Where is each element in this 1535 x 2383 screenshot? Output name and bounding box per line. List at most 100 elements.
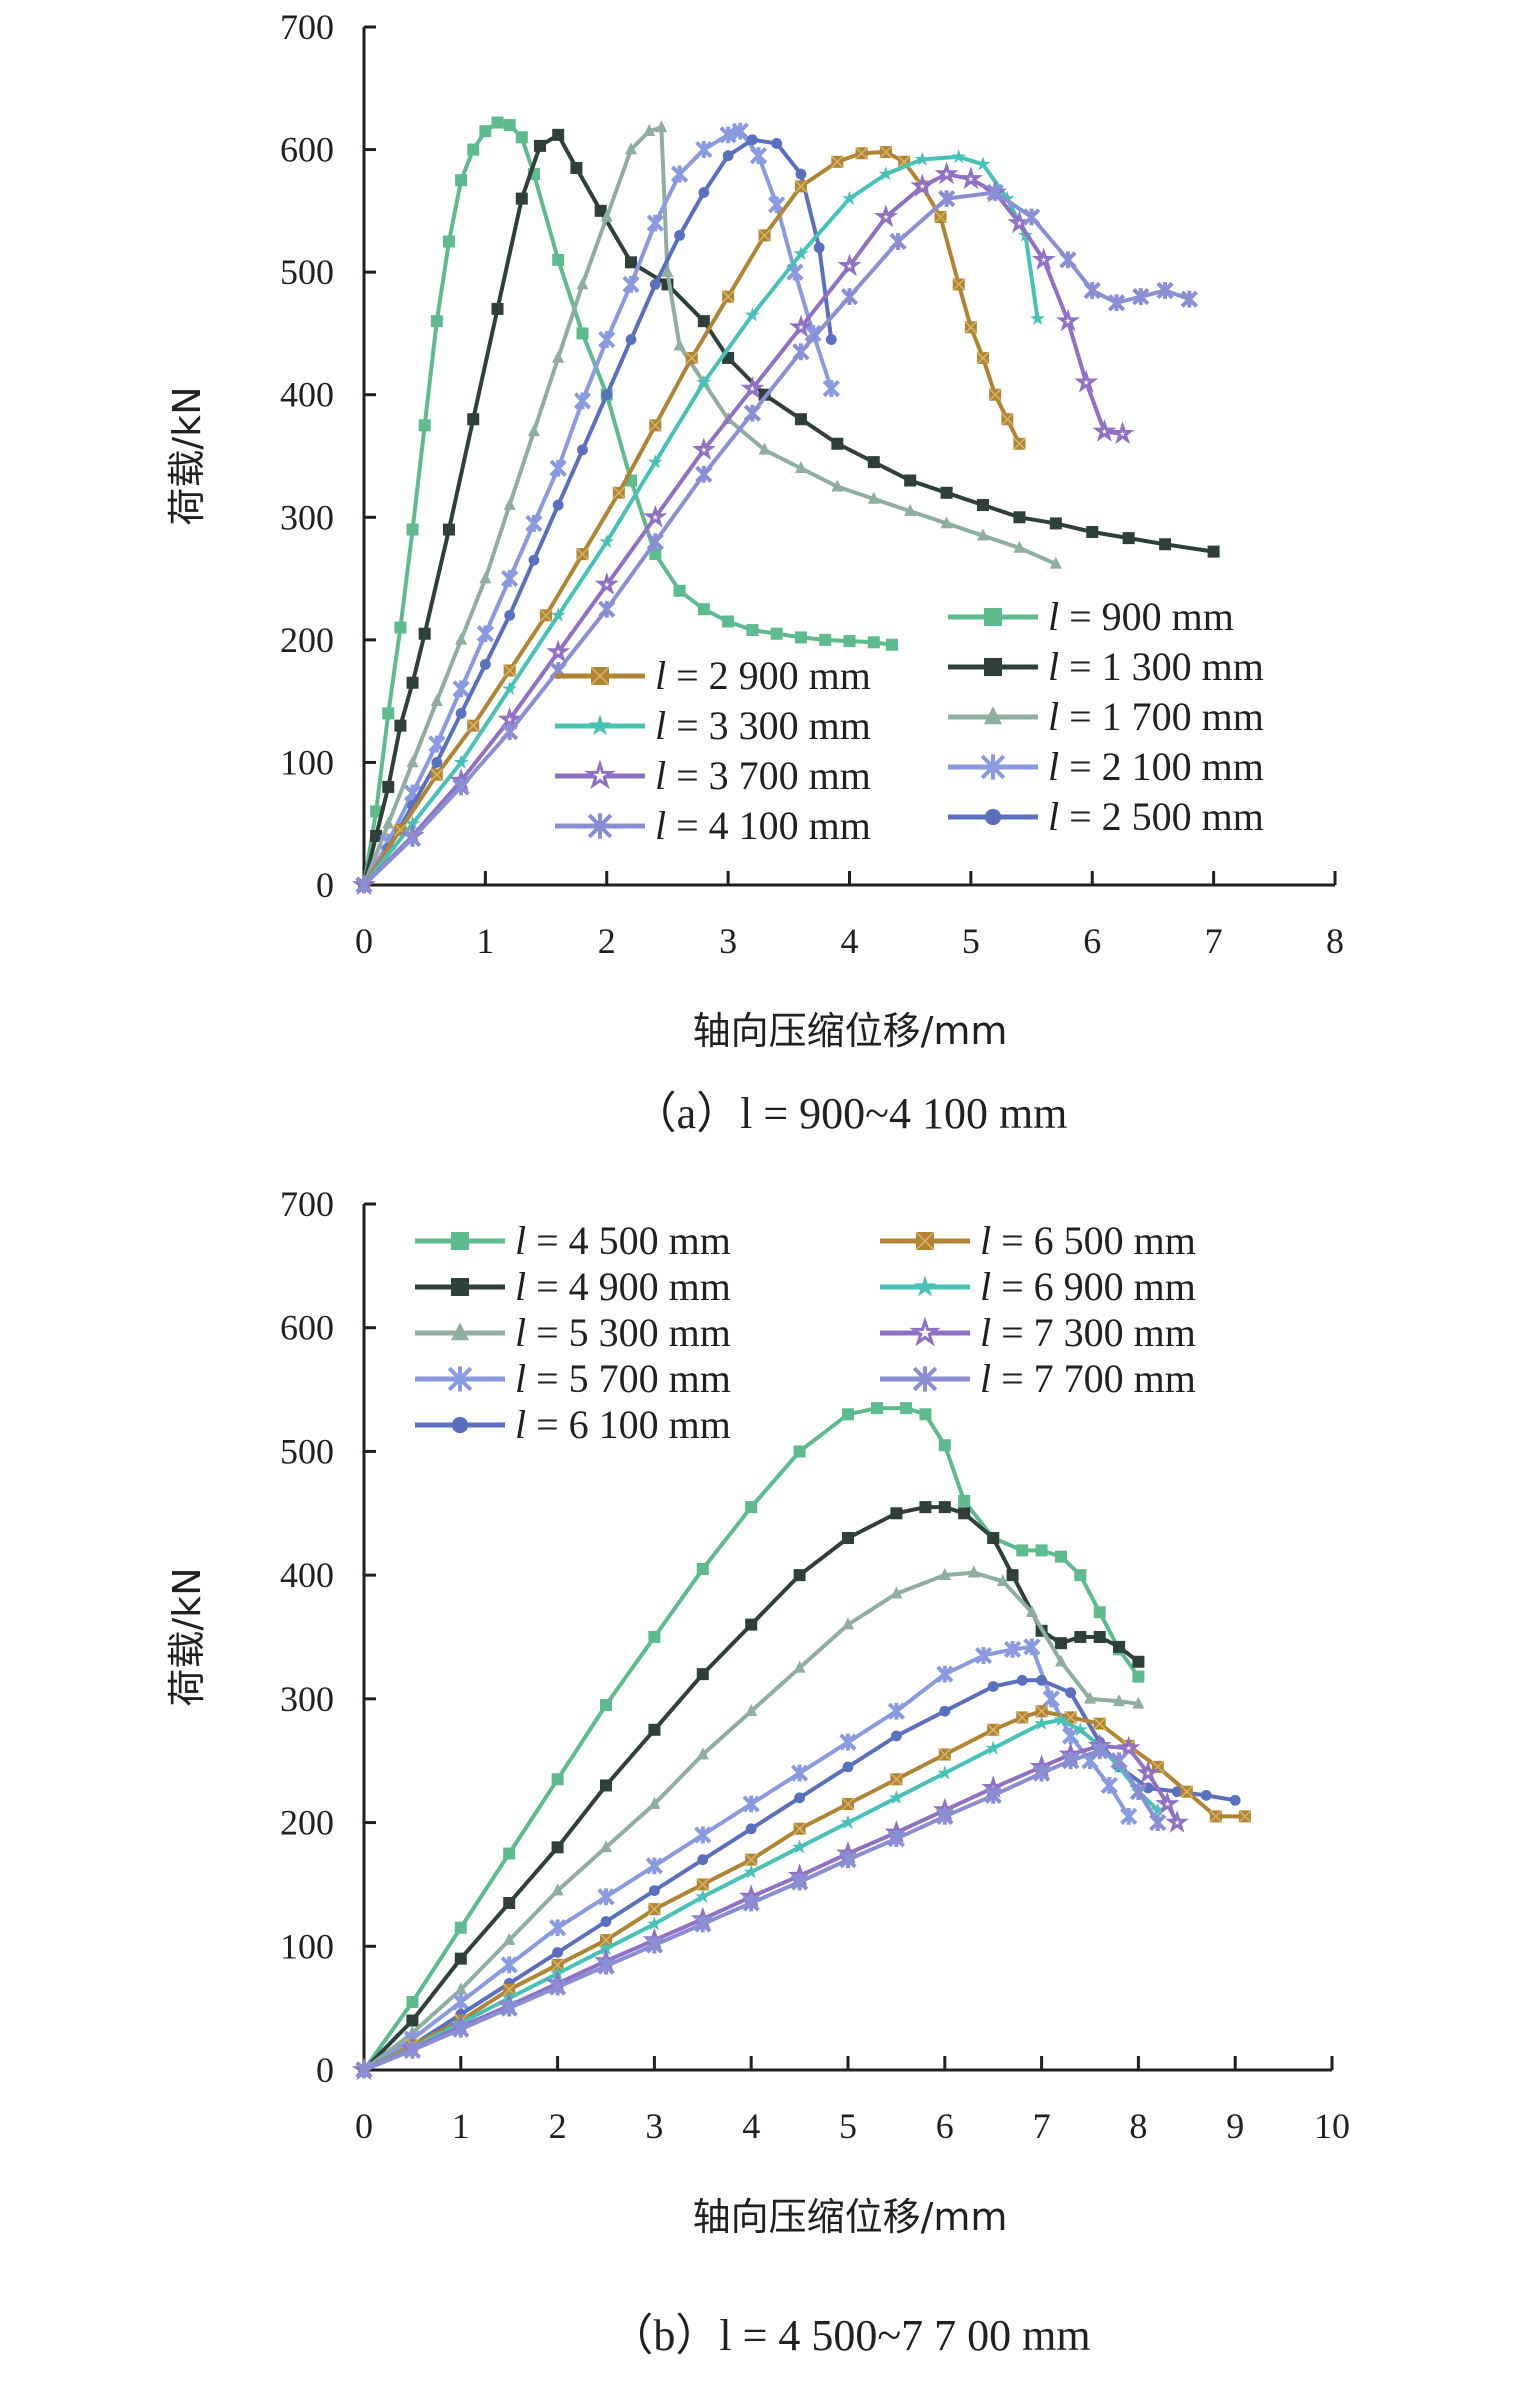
data-point <box>696 374 712 389</box>
y-tick-label: 300 <box>280 1679 334 1719</box>
data-point <box>649 279 661 290</box>
data-point <box>503 497 516 510</box>
data-point <box>937 1765 953 1780</box>
data-point <box>406 676 419 689</box>
data-point <box>788 314 814 338</box>
x-tick-label: 4 <box>742 2106 760 2146</box>
data-point <box>625 142 638 155</box>
data-point <box>1035 1704 1049 1718</box>
data-point <box>770 627 783 640</box>
data-point <box>904 503 917 516</box>
data-point <box>649 1885 660 1897</box>
y-tick-label: 0 <box>316 2050 334 2090</box>
series-line <box>362 1570 1139 2072</box>
data-point <box>900 1402 913 1415</box>
data-point <box>550 607 566 622</box>
data-point <box>674 229 685 241</box>
data-point <box>403 2041 422 2059</box>
data-point <box>647 1916 662 1931</box>
data-point <box>819 633 832 646</box>
data-point <box>1238 1809 1252 1823</box>
data-point <box>745 307 760 322</box>
data-point <box>551 1883 564 1896</box>
data-point <box>430 693 443 706</box>
data-point <box>887 1702 906 1720</box>
data-point <box>867 636 880 649</box>
legend-label: l = 5 700 mm <box>515 1356 731 1401</box>
legend-marker-icon <box>451 1322 469 1341</box>
data-point <box>1035 1544 1048 1557</box>
x-tick-label: 5 <box>839 2106 857 2146</box>
data-point <box>1129 1783 1148 1801</box>
legend-label: l = 4 500 mm <box>515 1218 731 1263</box>
data-point <box>454 1952 467 1965</box>
caption-b: （b）l = 4 500~7 7 00 mm <box>609 2311 1090 2360</box>
data-point <box>1159 538 1172 551</box>
data-point <box>1053 1712 1069 1727</box>
data-point <box>598 600 616 618</box>
data-point <box>939 1705 951 1717</box>
legend-marker-icon <box>451 1278 469 1296</box>
data-point <box>793 1660 806 1673</box>
series-l-7-700-mm <box>355 1742 1167 2079</box>
data-point <box>533 139 546 152</box>
x-tick-label: 2 <box>598 921 616 961</box>
data-point <box>722 615 735 628</box>
series-l-1-300-mm <box>358 128 1220 891</box>
legend-label: l = 5 300 mm <box>515 1310 731 1355</box>
legend-label: l = 1 300 mm <box>1048 644 1264 689</box>
data-point <box>988 388 1002 402</box>
y-tick-label: 100 <box>280 1926 334 1966</box>
data-point <box>503 1896 516 1909</box>
data-point <box>1030 310 1045 325</box>
data-point <box>598 1941 614 1956</box>
data-point <box>527 424 540 437</box>
data-point <box>1207 545 1220 558</box>
data-point <box>1086 525 1099 538</box>
data-point <box>577 444 588 456</box>
data-point <box>974 1646 993 1665</box>
x-tick-label: 1 <box>452 2106 470 2146</box>
y-tick-label: 700 <box>280 7 334 47</box>
data-point <box>355 876 373 894</box>
data-point <box>743 1864 759 1879</box>
data-point <box>546 639 571 663</box>
legend-marker-icon <box>984 706 1002 725</box>
data-point <box>625 334 637 345</box>
data-point <box>879 145 893 159</box>
data-point <box>1031 247 1056 271</box>
data-point <box>648 418 662 432</box>
x-tick-label: 0 <box>355 2106 373 2146</box>
data-point <box>793 246 809 261</box>
data-point <box>431 757 443 768</box>
data-point <box>839 1733 857 1751</box>
y-tick-label: 600 <box>280 1308 334 1348</box>
data-point <box>825 334 837 345</box>
series-l-4-900-mm <box>358 1501 1145 2076</box>
x-tick-label: 10 <box>1314 2106 1350 2146</box>
data-point <box>1015 1710 1029 1724</box>
data-point <box>831 437 844 450</box>
data-point <box>670 165 689 183</box>
data-point <box>453 754 469 769</box>
data-point <box>975 156 991 171</box>
data-point <box>885 638 898 651</box>
legend-label: l = 7 700 mm <box>980 1356 1196 1401</box>
data-point <box>355 2061 373 2079</box>
data-point <box>646 214 664 232</box>
legend-marker-icon <box>587 813 613 839</box>
data-point <box>551 1773 564 1786</box>
data-point <box>370 829 383 842</box>
data-point <box>625 256 638 269</box>
data-point <box>600 1916 612 1927</box>
data-point <box>919 1501 932 1514</box>
series-l-6-500-mm <box>357 1704 1252 2077</box>
y-tick-label: 100 <box>280 742 334 782</box>
data-point <box>454 1921 467 1934</box>
x-tick-label: 3 <box>645 2106 663 2146</box>
data-point <box>977 499 990 512</box>
data-point <box>452 1993 470 2011</box>
data-point <box>719 126 737 144</box>
data-point <box>758 442 771 455</box>
data-point <box>594 572 619 595</box>
